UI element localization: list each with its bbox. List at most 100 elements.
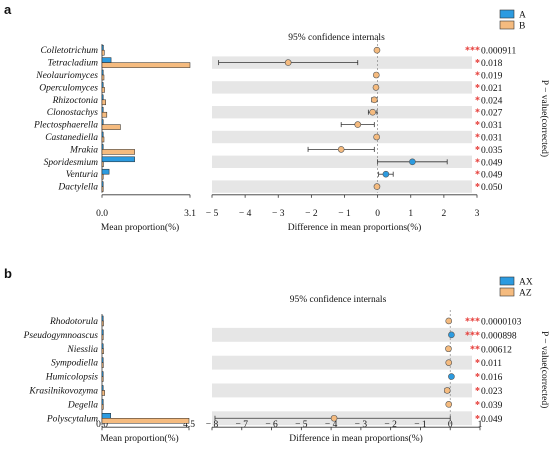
- panel-a-row-band: [212, 155, 472, 168]
- panel-b-taxon-label: Degella: [67, 400, 98, 410]
- panel-a-bar-group2: [101, 111, 108, 118]
- panel-a-bar-group1: [101, 144, 104, 150]
- panel-a-p-value: 0.000911: [481, 47, 517, 57]
- panel-a-bar-group2: [101, 99, 106, 106]
- panel-b-significance-stars: *: [475, 358, 480, 369]
- panel-b-taxon-label: Rhodotorula: [49, 317, 98, 327]
- panel-a-significance-stars: *: [475, 157, 480, 168]
- panel-b-bar-group1: [101, 399, 104, 405]
- panel-b-p-value: 0.000898: [481, 331, 517, 341]
- panel-b-p-value: 0.00612: [481, 345, 512, 355]
- panel-a-p-value: 0.035: [481, 146, 503, 156]
- panel-a-legend-swatch-1: [499, 20, 515, 30]
- panel-a-significance-stars: *: [475, 145, 480, 156]
- panel-b-bar-group2: [101, 320, 104, 327]
- panel-a-right-x-label: Difference in mean proportions(%): [288, 222, 422, 233]
- panel-b-label: b: [4, 266, 12, 281]
- panel-b-significance-stars: ***: [465, 316, 480, 327]
- panel-b-right-tick-label: − 3: [355, 420, 368, 430]
- panel-b-significance-stars: *: [475, 386, 480, 397]
- panel-b-right-tick-label: 1: [478, 420, 483, 430]
- panel-a-taxon-label: Plectosphaerella: [33, 121, 98, 131]
- panel-b-taxon-label: Sympodiella: [51, 359, 98, 369]
- panel-a-bar-group1: [101, 131, 104, 138]
- panel-a-significance-stars: *: [475, 170, 480, 181]
- panel-b-bar-group2: [101, 348, 104, 354]
- panel-a-p-value: 0.019: [481, 72, 503, 82]
- panel-a-significance-stars: *: [475, 108, 480, 119]
- panel-b-diff-point: [448, 373, 455, 380]
- panel-a-diff-point: [372, 71, 380, 79]
- panel-a-p-value: 0.018: [481, 59, 503, 69]
- panel-a-bar-group2: [101, 149, 135, 155]
- panel-a-taxon-label: Mrakia: [69, 145, 98, 155]
- panel-b-right-tick-label: − 7: [236, 420, 249, 430]
- panel-b-row-band: [212, 383, 472, 398]
- panel-a-significance-stars: *: [475, 133, 480, 144]
- panel-a-diff-point: [337, 146, 345, 153]
- panel-b-p-value: 0.016: [481, 373, 503, 383]
- panel-b-left-x-label: Mean proportion(%): [100, 433, 178, 444]
- panel-b-ci-title: 95% confidence internals: [290, 294, 387, 305]
- panel-b-bar-group1: [101, 371, 104, 377]
- panel-a-bar-group1: [101, 156, 135, 163]
- panel-a-taxon-label: Colletotrichum: [40, 46, 98, 56]
- panel-b-p-value: 0.0000103: [481, 317, 522, 327]
- panel-a-pvalue-axis-label: P − value(corrected): [539, 80, 550, 157]
- panel-a-bar-group2: [101, 49, 105, 56]
- panel-a-diff-point: [373, 183, 381, 190]
- panel-a-taxon-label: Venturia: [66, 170, 98, 180]
- panel-b-significance-stars: *: [475, 372, 480, 383]
- panel-a-significance-stars: *: [475, 83, 480, 94]
- panel-b-right-tick-label: − 8: [206, 420, 219, 430]
- panel-a-right-tick-label: 0: [375, 209, 380, 219]
- panel-a-p-value: 0.021: [481, 84, 503, 94]
- panel-a-bar-group1: [101, 119, 104, 125]
- panel-a-right-tick-label: − 4: [239, 209, 252, 219]
- panel-b-bar-group1: [101, 329, 104, 336]
- panel-b-diff-point: [330, 414, 338, 422]
- panel-a-bar-group2: [101, 161, 104, 168]
- panel-a-right-tick-label: − 2: [305, 209, 318, 219]
- panel-b-legend-label-1: AZ: [519, 289, 532, 299]
- panel-b-significance-stars: *: [475, 414, 480, 425]
- panel-b-bar-group2: [101, 362, 104, 368]
- panel-b-significance-stars: ***: [465, 330, 480, 341]
- panel-a-significance-stars: *: [475, 58, 480, 69]
- panel-a-right-tick-label: − 1: [338, 209, 351, 219]
- panel-b-bar-group2: [101, 404, 104, 410]
- panel-a-bar-group2: [101, 124, 121, 130]
- panel-a-bar-group2: [101, 173, 104, 180]
- panel-b-diff-point: [445, 345, 452, 353]
- panel-a-diff-point: [369, 108, 376, 116]
- panel-a-row-band: [212, 180, 472, 193]
- panel-a-diff-point: [373, 133, 380, 141]
- panel-a-right-tick-label: − 5: [206, 209, 219, 219]
- panel-b-right-tick-label: − 6: [265, 420, 278, 430]
- panel-a-significance-stars: *: [475, 71, 480, 82]
- panel-b-significance-stars: *: [475, 400, 480, 411]
- panel-b-diff-point: [445, 359, 453, 366]
- panel-b-row-band: [212, 355, 472, 370]
- panel-b-bar-group1: [101, 413, 111, 419]
- panel-a-bar-group1: [101, 57, 112, 63]
- panel-b-left-tick-label: 0.0: [96, 420, 108, 430]
- panel-b-taxon-label: Pseudogymnoascus: [23, 331, 99, 341]
- panel-b-p-value: 0.039: [481, 401, 503, 411]
- panel-a-bar-group1: [101, 181, 104, 187]
- panel-b-p-value: 0.049: [481, 415, 503, 425]
- panel-b-right-tick-label: − 2: [384, 420, 397, 430]
- panel-a-right-tick-label: 2: [442, 209, 447, 219]
- panel-a-left-tick-label: 0.0: [96, 209, 108, 219]
- panel-a-diff-point: [373, 46, 381, 54]
- panel-b-p-value: 0.023: [481, 387, 503, 397]
- panel-a-p-value: 0.031: [481, 121, 503, 131]
- panel-b-taxon-label: Humicolopsis: [45, 373, 99, 383]
- panel-b-bar-group2: [101, 334, 104, 341]
- panel-b-diff-point: [445, 401, 453, 408]
- panel-b-right-x-label: Difference in mean proportions(%): [289, 433, 423, 444]
- panel-b-bar-group2: [101, 390, 105, 396]
- panel-b-taxon-label: Niesslia: [66, 345, 98, 355]
- panel-b-taxon-label: Krasilnikovozyma: [28, 386, 98, 396]
